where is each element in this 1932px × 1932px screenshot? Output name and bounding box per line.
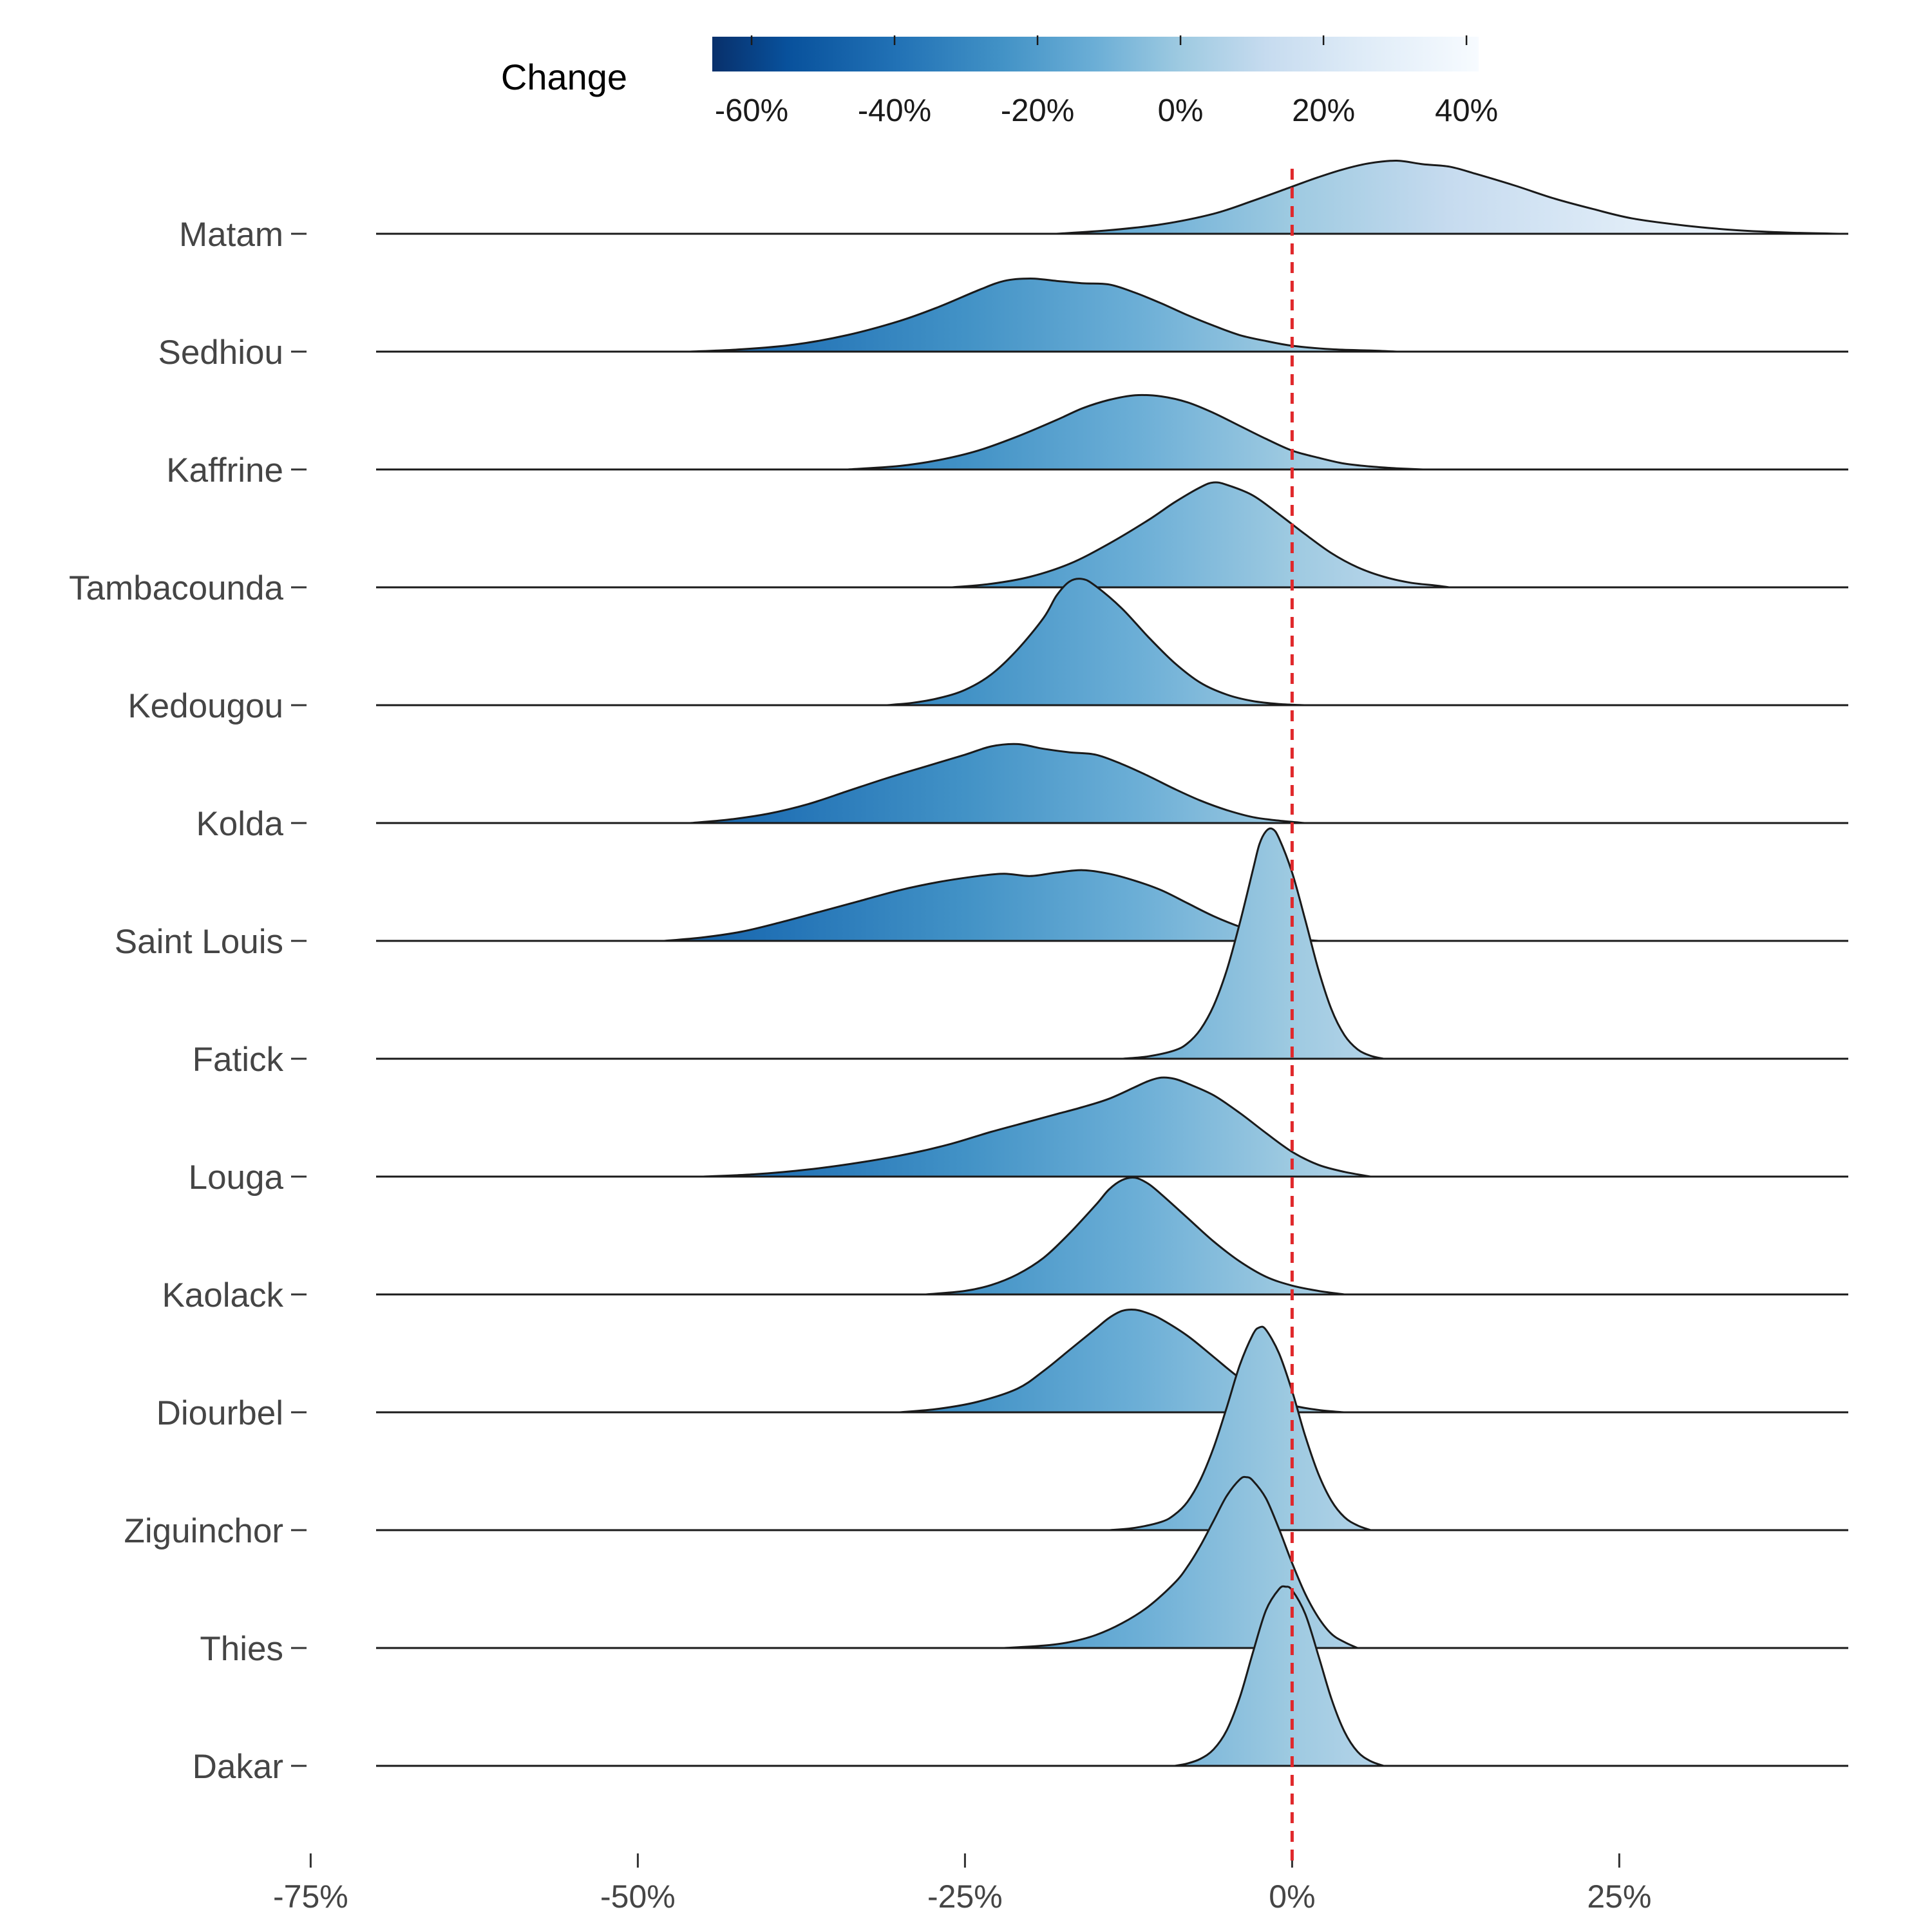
legend-tick-label: 20% [1292,93,1355,128]
region-label-sedhiou: Sedhiou [158,334,283,372]
region-label-kaffrine: Kaffrine [166,451,283,489]
region-label-kedougou: Kedougou [128,687,283,725]
region-label-kolda: Kolda [196,805,283,843]
x-axis: -75% -50% -25% 0% 25% [273,1853,1651,1915]
density-matam [1056,159,1843,235]
x-tick-label: -25% [927,1879,1003,1915]
legend-tick-label: 40% [1435,93,1498,128]
density-dakar [1173,1585,1385,1767]
legend-tick-label: -60% [715,93,788,128]
density-kaolack [924,1177,1346,1296]
density-saint-louis [663,869,1320,942]
region-label-saint-louis: Saint Louis [115,923,283,961]
ridges [376,159,1848,1767]
region-label-louga: Louga [189,1159,284,1197]
region-labels: Matam Sedhiou Kaffrine Tambacounda Kedougou K… [69,216,307,1786]
density-fatick [1121,827,1385,1060]
legend-tick-label: 0% [1158,93,1204,128]
density-sedhiou [689,278,1398,353]
legend-title: Change [501,57,627,97]
density-kaffrine [846,393,1425,471]
region-label-ziguinchor: Ziguinchor [124,1512,283,1550]
legend: Change -60% -40% -20% 0% 20% 40% [501,35,1498,128]
x-tick-label: 0% [1269,1879,1315,1915]
density-ziguinchor [1108,1325,1372,1531]
density-kolda [689,743,1307,824]
x-tick-label: 25% [1587,1879,1651,1915]
region-label-tambacounda: Tambacounda [69,569,283,607]
legend-tick-label: -20% [1001,93,1074,128]
legend-tick-label: -40% [858,93,931,128]
x-tick-label: -75% [273,1879,348,1915]
region-label-dakar: Dakar [193,1748,283,1786]
region-label-diourbel: Diourbel [156,1394,283,1432]
x-tick-label: -50% [600,1879,676,1915]
legend-colorbar [712,37,1479,71]
region-label-kaolack: Kaolack [162,1276,283,1314]
region-label-thies: Thies [200,1630,283,1668]
region-label-fatick: Fatick [193,1041,284,1079]
density-kedougou [886,578,1307,706]
region-label-matam: Matam [179,216,283,254]
density-tambacounda [951,481,1450,589]
density-louga [702,1076,1372,1178]
